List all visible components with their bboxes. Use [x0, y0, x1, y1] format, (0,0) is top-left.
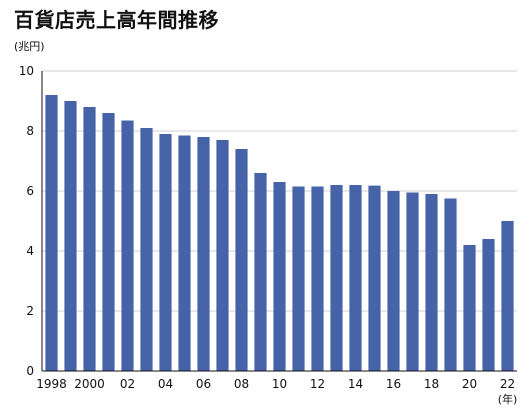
bar-2020	[463, 245, 476, 371]
bar-2001	[102, 113, 115, 371]
x-tick-label-2018: 18	[424, 377, 439, 391]
y-tick-label-8: 8	[26, 124, 34, 138]
bar-2002	[121, 120, 134, 371]
y-axis-unit-label: (兆円)	[14, 40, 45, 53]
x-tick-label-2020: 20	[462, 377, 477, 391]
bar-2007	[216, 140, 229, 371]
bar-2013	[330, 185, 343, 371]
x-tick-label-2000: 2000	[74, 377, 105, 391]
y-tick-label-4: 4	[26, 244, 34, 258]
chart-title: 百貨店売上高年間推移	[14, 8, 219, 32]
bar-2019	[444, 198, 457, 371]
bar-2000	[83, 107, 96, 371]
bar-2010	[273, 182, 286, 371]
bar-2005	[178, 135, 191, 371]
bar-2016	[387, 191, 400, 371]
bar-1998	[45, 95, 58, 371]
y-tick-label-0: 0	[26, 364, 34, 378]
bar-2009	[254, 173, 267, 371]
x-tick-label-2010: 10	[272, 377, 287, 391]
x-tick-label-2022: 22	[500, 377, 515, 391]
x-tick-label-2012: 12	[310, 377, 325, 391]
bar-1999	[64, 101, 77, 371]
bar-2021	[482, 239, 495, 371]
bar-2003	[140, 128, 153, 371]
x-tick-label-1998: 1998	[36, 377, 67, 391]
x-tick-label-2006: 06	[196, 377, 211, 391]
y-tick-label-10: 10	[19, 64, 34, 78]
bar-2011	[292, 186, 305, 371]
bar-2012	[311, 186, 324, 371]
axes	[41, 71, 517, 372]
x-tick-label-2016: 16	[386, 377, 401, 391]
bar-2004	[159, 134, 172, 371]
x-tick-label-2014: 14	[348, 377, 363, 391]
bars	[45, 95, 514, 371]
bar-2014	[349, 185, 362, 371]
x-axis-unit-label: (年)	[498, 392, 518, 406]
bar-2017	[406, 192, 419, 371]
x-tick-label-2002: 02	[120, 377, 135, 391]
x-tick-label-2008: 08	[234, 377, 249, 391]
bar-2015	[368, 185, 381, 371]
y-tick-label-6: 6	[26, 184, 34, 198]
bar-2022	[501, 221, 514, 371]
x-tick-label-2004: 04	[158, 377, 173, 391]
bar-2008	[235, 149, 248, 371]
y-tick-label-2: 2	[26, 304, 34, 318]
bar-2018	[425, 194, 438, 371]
bar-2006	[197, 137, 210, 371]
